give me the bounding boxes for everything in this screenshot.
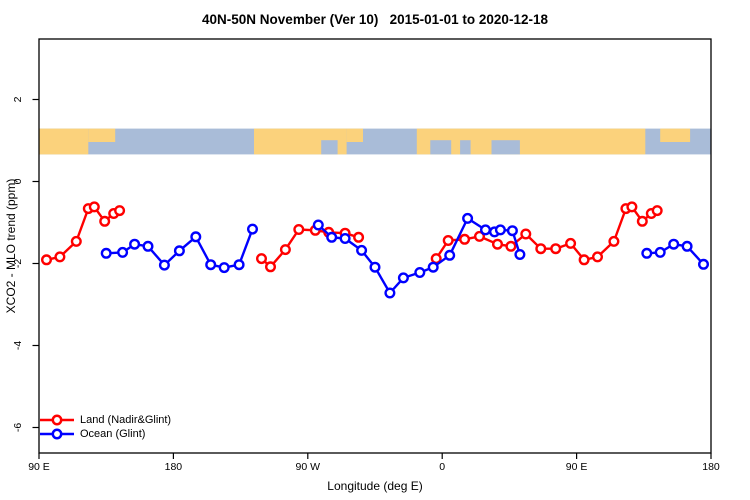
map-land-coast (88, 128, 116, 142)
series-land-point (626, 201, 638, 213)
series-land-point (70, 235, 82, 247)
legend-label-ocean: Ocean (Glint) (80, 428, 146, 440)
legend-label-land: Land (Nadir&Glint) (80, 414, 172, 426)
series-land-point (651, 205, 663, 217)
chart-title: 40N-50N November (Ver 10) 2015-01-01 to … (202, 12, 548, 27)
series-land-point (550, 243, 562, 255)
series-ocean-point (326, 231, 338, 243)
legend-circle-land (51, 414, 63, 426)
ocean-series-marker-icon (40, 428, 74, 440)
map-inland-sea (491, 140, 520, 155)
series-land-point (608, 235, 620, 247)
series-land-point (592, 251, 604, 263)
series-ocean-point (641, 247, 653, 259)
land-series-marker-icon (40, 414, 74, 426)
series-ocean-point (514, 248, 526, 260)
y-tick-label: -4 (12, 341, 24, 350)
series-ocean-point (117, 246, 129, 258)
series-land-point (353, 231, 365, 243)
series-ocean-point (462, 212, 474, 224)
series-ocean-point (173, 245, 185, 257)
map-land (39, 128, 89, 155)
series-ocean-point (158, 259, 170, 271)
series-ocean-point (506, 225, 518, 237)
series-land-point (474, 230, 486, 242)
map-land-coast (346, 128, 363, 142)
series-land-point (41, 254, 53, 266)
map-strip (39, 128, 711, 155)
series-ocean-point (246, 223, 258, 235)
x-axis-title: Longitude (deg E) (327, 479, 423, 493)
map-land-coast (660, 128, 691, 142)
series-land-point (256, 253, 268, 265)
series-land-point (459, 233, 471, 245)
y-tick-label: 2 (12, 96, 24, 102)
series-ocean-point (233, 259, 245, 271)
series-ocean-point (190, 231, 202, 243)
series-land-point (54, 251, 66, 263)
series-land-point (293, 223, 305, 235)
map-inland-sea (321, 140, 338, 155)
plot-border (38, 38, 712, 454)
series-land (41, 201, 663, 273)
series-ocean-point (654, 246, 666, 258)
series-land-point (442, 234, 454, 246)
legend-row-land: Land (Nadir&Glint) (40, 413, 171, 427)
series-land-point (636, 215, 648, 227)
series-ocean-point (414, 267, 426, 279)
series-land-point (492, 238, 504, 250)
x-tick-label: 90 E (566, 461, 588, 473)
series-land-point (88, 201, 100, 213)
series-ocean-point (494, 224, 506, 236)
series-ocean-point (397, 272, 409, 284)
series-land-point (99, 215, 111, 227)
legend-row-ocean: Ocean (Glint) (40, 427, 171, 441)
series-ocean-point (681, 240, 693, 252)
series-ocean (100, 212, 710, 299)
series-land-point (505, 240, 517, 252)
series-ocean-point (218, 262, 230, 274)
series-ocean-point (205, 259, 217, 271)
series-land-point (535, 243, 547, 255)
series-land-point (520, 228, 532, 240)
x-tick-label: 0 (439, 461, 445, 473)
legend-circle-ocean (51, 428, 63, 440)
y-axis-title: XCO2 - MLO trend (ppm) (4, 178, 18, 314)
y-tick-label: -6 (12, 423, 24, 432)
series-land-point (565, 237, 577, 249)
series-ocean-point (356, 244, 368, 256)
map-inland-sea (430, 140, 452, 155)
y-tick-label: -2 (12, 259, 24, 268)
map-land (416, 128, 646, 155)
y-tick-label: 0 (12, 178, 24, 184)
series-land-point (578, 254, 590, 266)
map-inland-sea (460, 140, 471, 155)
series-ocean-point (480, 224, 492, 236)
series-ocean-point (427, 261, 439, 273)
x-tick-label: 180 (165, 461, 183, 473)
y-axis: 2 0 -2 -4 -6 (12, 96, 39, 432)
series-ocean-point (668, 238, 680, 250)
series-ocean-point (698, 258, 710, 270)
x-tick-label: 90 W (296, 461, 321, 473)
x-axis: 90 E 180 90 W 0 90 E 180 (28, 453, 720, 473)
series-ocean-point (369, 261, 381, 273)
series-land-point (114, 205, 126, 217)
series-land-point (265, 261, 277, 273)
x-tick-label: 90 E (28, 461, 50, 473)
series-ocean-point (142, 240, 154, 252)
series-ocean-point (339, 232, 351, 244)
x-tick-label: 180 (702, 461, 720, 473)
series-ocean-point (100, 247, 112, 259)
series-ocean-point (384, 287, 396, 299)
series-land-point (279, 244, 291, 256)
series-ocean-point (129, 238, 141, 250)
series-ocean-point (312, 219, 324, 231)
legend: Land (Nadir&Glint) Ocean (Glint) (40, 413, 171, 441)
series-ocean-point (444, 249, 456, 261)
